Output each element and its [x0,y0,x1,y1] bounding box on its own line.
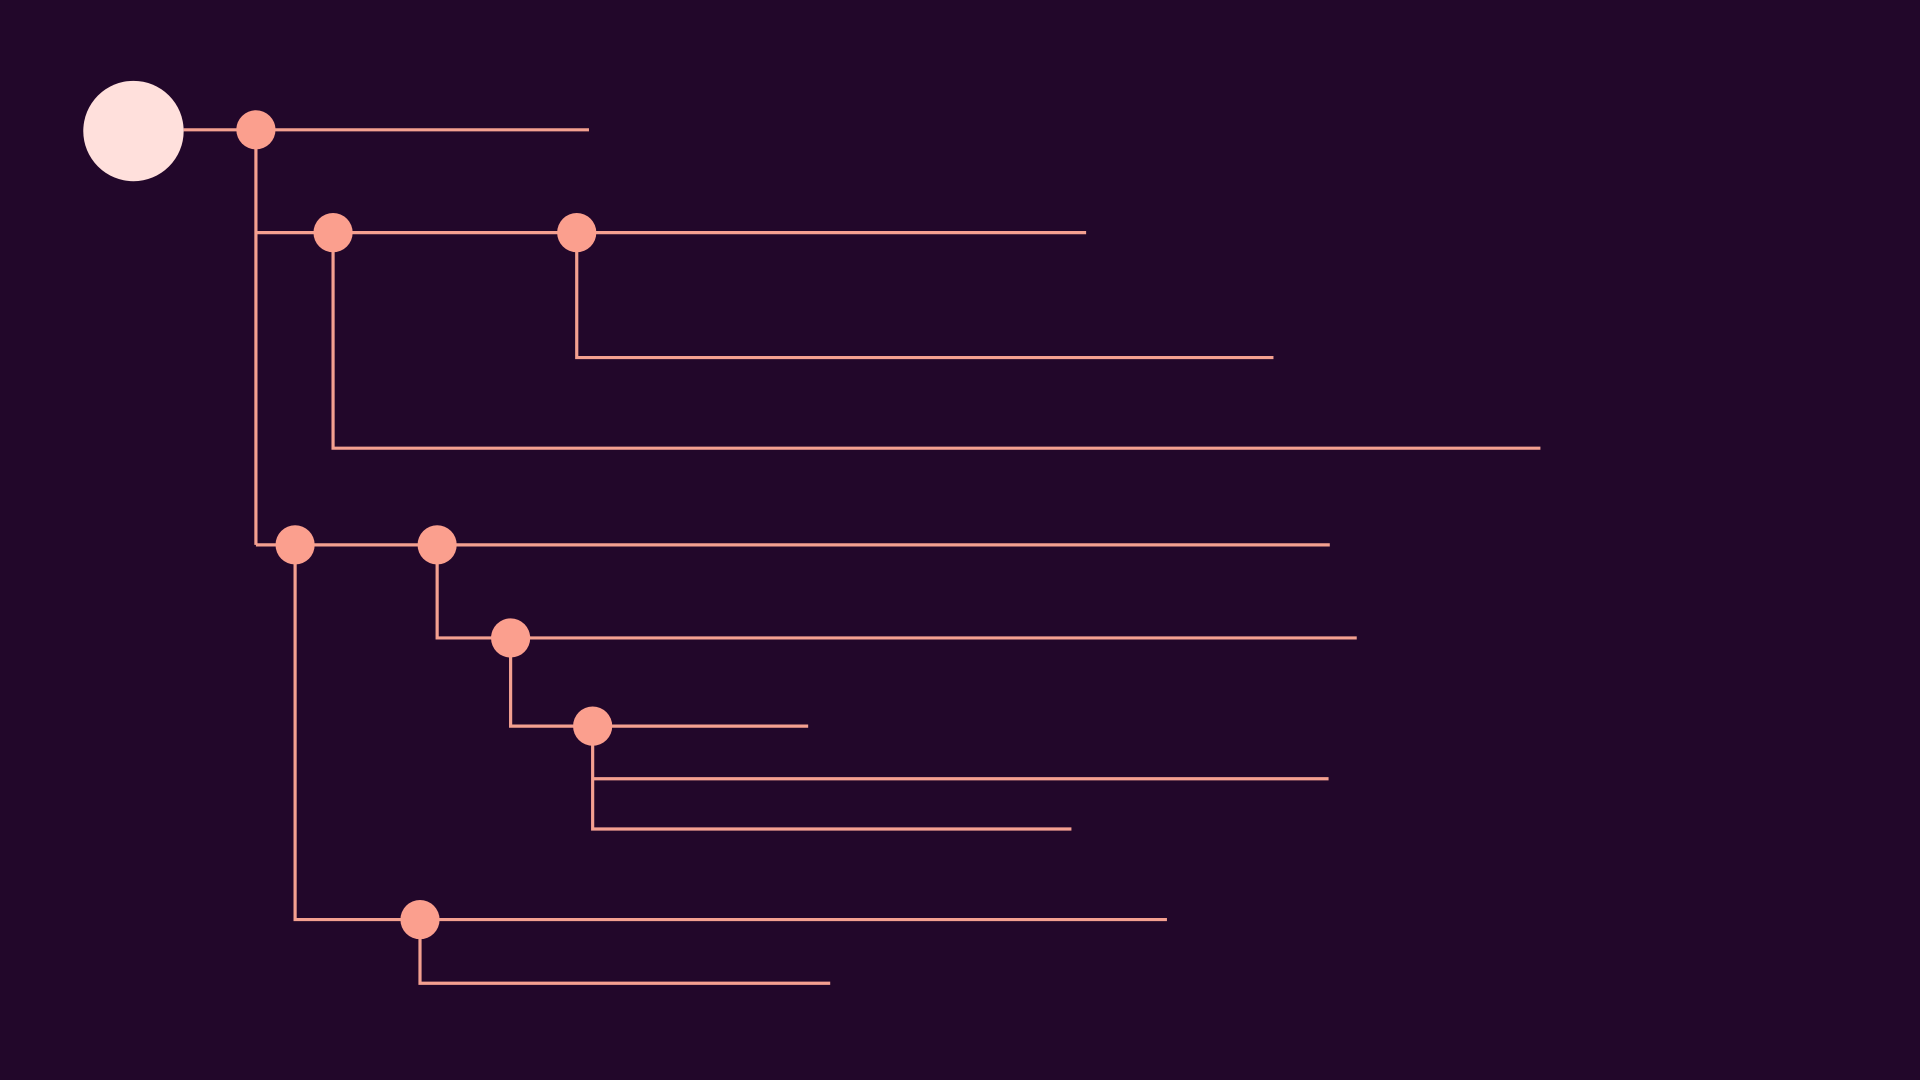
node [417,525,457,565]
root-node [83,80,184,182]
edge [435,544,1357,640]
node [236,110,276,150]
edge [575,232,1274,360]
node [491,618,531,658]
node [313,213,353,253]
edge [293,544,1167,922]
edge [591,726,1072,831]
edges [183,128,1541,985]
nodes [83,80,613,940]
node [557,213,597,253]
node [275,525,315,565]
node [573,706,613,746]
edge [331,232,1541,450]
edge [509,637,809,728]
node [400,900,440,940]
edge [418,919,831,985]
